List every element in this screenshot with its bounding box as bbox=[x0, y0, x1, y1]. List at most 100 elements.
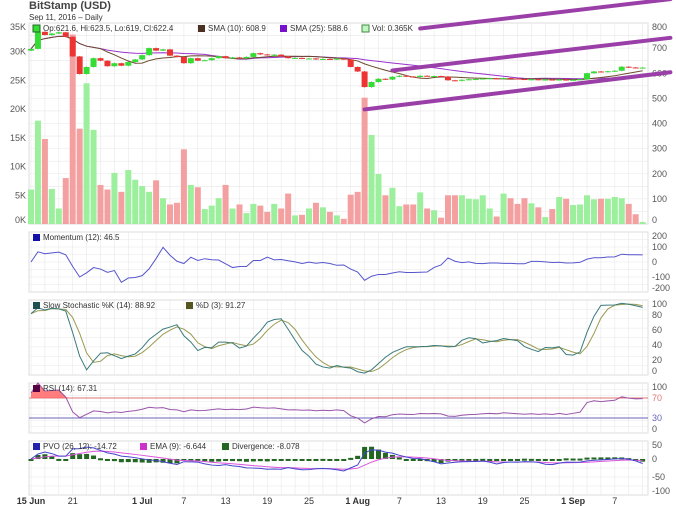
candle-body bbox=[584, 73, 590, 80]
candle-body bbox=[97, 58, 104, 61]
divergence-bar bbox=[640, 459, 646, 462]
divergence-bar bbox=[118, 459, 124, 463]
divergence-bar bbox=[167, 459, 173, 464]
volume-bar bbox=[306, 208, 312, 224]
stochastic-axis-tick-label: 100 bbox=[652, 299, 667, 309]
divergence-bar bbox=[285, 458, 291, 461]
divergence-bar bbox=[313, 459, 319, 461]
candle-body bbox=[271, 54, 278, 56]
candle-body bbox=[306, 58, 312, 60]
candle-body bbox=[285, 56, 292, 59]
divergence-bar bbox=[535, 459, 541, 461]
volume-bar bbox=[361, 97, 368, 224]
candle-body bbox=[465, 79, 472, 81]
divergence-bar bbox=[56, 458, 62, 461]
candle-body bbox=[55, 32, 62, 34]
volume-bar bbox=[326, 211, 333, 224]
candle-body bbox=[368, 82, 375, 88]
pvo-line bbox=[30, 446, 643, 472]
candle-body bbox=[139, 55, 146, 60]
volume-bar bbox=[285, 193, 292, 224]
volume-bar bbox=[187, 184, 194, 224]
candle-body bbox=[250, 53, 257, 57]
momentum-line bbox=[30, 246, 643, 283]
vol-legend-swatch bbox=[361, 24, 370, 33]
divergence-bar bbox=[396, 457, 402, 460]
momentum-axis-tick-label: 200 bbox=[652, 231, 667, 241]
candle-body bbox=[132, 59, 139, 62]
candle-body bbox=[229, 57, 236, 59]
candle-body bbox=[493, 78, 500, 80]
divergence-bar bbox=[320, 458, 326, 461]
divergence-bar bbox=[521, 458, 527, 461]
volume-bar bbox=[132, 179, 139, 224]
volume-bar bbox=[229, 208, 236, 224]
pvo-ema-legend-swatch bbox=[140, 443, 147, 450]
divergence-bar bbox=[146, 459, 152, 463]
candle-body bbox=[264, 54, 271, 56]
volume-bar bbox=[139, 186, 146, 224]
candle-body bbox=[500, 78, 507, 80]
volume-bar bbox=[528, 203, 535, 224]
candle-body bbox=[438, 76, 445, 78]
candle-body bbox=[76, 56, 83, 75]
chart-title: BitStamp (USD) bbox=[29, 0, 111, 12]
volume-bar bbox=[521, 198, 528, 224]
volume-bar bbox=[118, 191, 125, 224]
volume-bar bbox=[542, 217, 549, 224]
stochastic-axis-tick-label: 40 bbox=[652, 340, 662, 350]
price-axis-tick-label: 300 bbox=[652, 144, 667, 154]
volume-bar bbox=[611, 197, 618, 224]
divergence-bar bbox=[348, 457, 354, 460]
momentum-axis-tick-label: -200 bbox=[652, 283, 670, 293]
divergence-bar bbox=[278, 459, 284, 461]
divergence-bar bbox=[508, 458, 514, 461]
momentum-axis-tick-label: -100 bbox=[652, 272, 670, 282]
divergence-bar bbox=[188, 459, 194, 461]
momentum-axis-tick-label: 100 bbox=[652, 242, 667, 252]
divergence-bar bbox=[271, 459, 277, 461]
rsi-axis-tick-label: 100 bbox=[652, 382, 667, 392]
volume-bar bbox=[431, 210, 438, 224]
volume-bar bbox=[215, 198, 222, 224]
candle-body bbox=[146, 48, 153, 56]
candle-body bbox=[389, 76, 396, 80]
candle-body bbox=[590, 71, 597, 74]
divergence-bar bbox=[542, 459, 548, 461]
date-tick-label: 15 Jun bbox=[17, 496, 46, 506]
candle-body bbox=[535, 79, 542, 81]
divergence-bar bbox=[563, 458, 569, 461]
candle-body bbox=[326, 58, 333, 60]
candle-body bbox=[639, 67, 646, 69]
candle-body bbox=[570, 79, 577, 81]
pvo-axis-tick-label: -100 bbox=[652, 486, 670, 496]
candle-body bbox=[299, 57, 306, 59]
candle-body bbox=[208, 58, 215, 61]
divergence-bar bbox=[591, 457, 597, 460]
candle-body bbox=[41, 31, 48, 36]
divergence-bar bbox=[556, 459, 562, 461]
price-axis-tick-label: 200 bbox=[652, 169, 667, 179]
divergence-bar bbox=[139, 459, 145, 463]
divergence-bar bbox=[111, 459, 117, 462]
volume-bar bbox=[194, 187, 201, 224]
candle-body bbox=[577, 79, 584, 81]
date-tick-label: 25 bbox=[519, 496, 529, 506]
candle-body bbox=[194, 58, 201, 61]
trendline bbox=[362, 70, 673, 112]
price-axis-tick-label: 700 bbox=[652, 43, 667, 53]
volume-bar bbox=[389, 187, 396, 224]
divergence-bar bbox=[570, 458, 576, 461]
volume-bar bbox=[590, 199, 597, 224]
volume-bar bbox=[417, 192, 424, 224]
divergence-bar bbox=[104, 459, 110, 461]
rsi-legend: RSI (14): 67.31 bbox=[43, 384, 98, 393]
divergence-bar bbox=[174, 459, 180, 464]
divergence-bar bbox=[28, 459, 34, 461]
candle-body bbox=[125, 61, 132, 66]
divergence-bar bbox=[480, 458, 486, 461]
volume-bar bbox=[236, 204, 243, 224]
divergence-bar bbox=[63, 459, 69, 461]
divergence-bar bbox=[334, 459, 340, 461]
